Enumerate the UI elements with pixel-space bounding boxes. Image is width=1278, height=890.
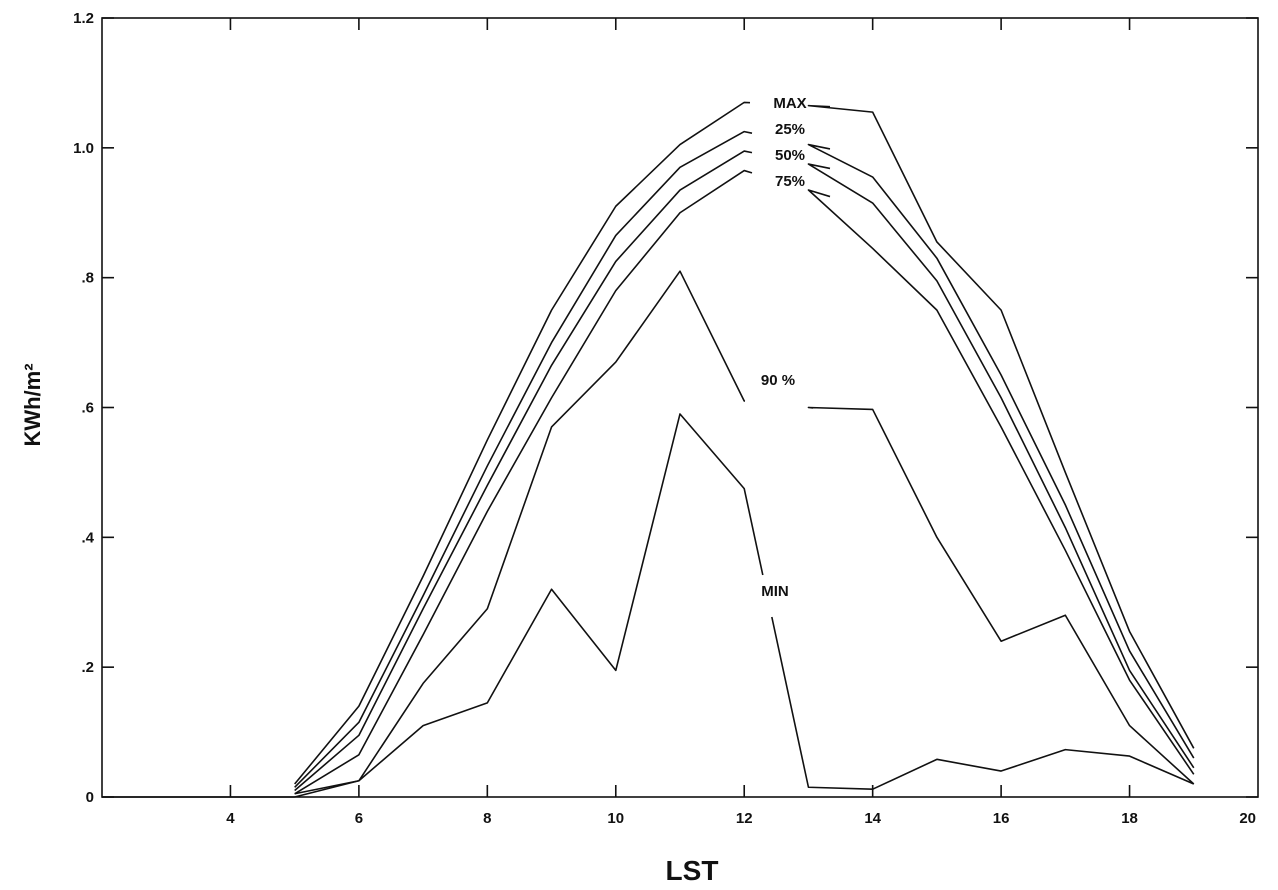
series-label-max: MAX [773,95,806,112]
y-tick-label: .4 [81,529,94,546]
plot-frame [101,17,1259,798]
series-line-min-a [294,413,764,798]
y-tick-label: .2 [81,659,94,676]
x-tick-label: 10 [607,810,624,827]
series-line-90-a [294,270,746,795]
x-tick-label: 20 [1239,810,1256,827]
x-tick-label: 16 [993,810,1010,827]
series-line-25-b [807,143,1195,759]
series-line-25-a [294,130,753,788]
x-axis-title: LST [666,855,719,886]
y-tick-label: 0 [86,789,94,806]
y-tick-label: 1.0 [73,140,94,157]
series-label-90: 90 % [761,372,795,389]
y-tick-label: .6 [81,400,94,417]
series-line-90-b [807,406,1195,785]
x-tick-label: 4 [226,810,235,827]
series-label-75: 75% [775,173,805,190]
x-tick-label: 14 [864,810,881,827]
series-line-max-b [807,104,1195,749]
x-tick-label: 18 [1121,810,1138,827]
series-line-50-a [294,150,753,792]
series-label-25: 25% [775,121,805,138]
x-tick-label: 12 [736,810,753,827]
series-label-50: 50% [775,147,805,164]
series-line-min-b [771,616,1195,791]
x-tick-label: 8 [483,810,491,827]
y-axis-title: KWh/m² [20,363,45,446]
series-line-50-b [807,163,1195,769]
series-line-75-b [807,189,1195,775]
y-tick-label: .8 [81,270,94,287]
series-label-min: MIN [761,583,789,600]
series-line-max-a [294,101,751,785]
x-tick-label: 6 [355,810,363,827]
y-tick-label: 1.2 [73,10,94,27]
series-line-75-a [294,169,753,795]
